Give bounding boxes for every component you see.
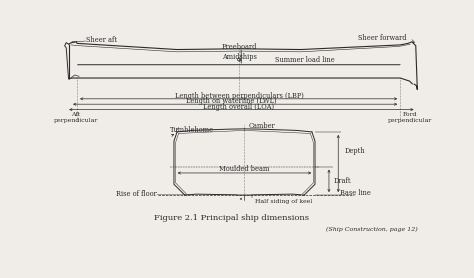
Text: Base line: Base line <box>340 189 371 197</box>
Text: Freeboard: Freeboard <box>221 43 257 51</box>
Text: Depth: Depth <box>345 147 365 155</box>
Text: Camber: Camber <box>248 122 275 130</box>
Text: (Ship Construction, page 12): (Ship Construction, page 12) <box>326 227 417 232</box>
Text: Aft
perpendicular: Aft perpendicular <box>54 112 98 123</box>
Text: Rise of floor: Rise of floor <box>116 190 157 198</box>
Text: Length between perpendiculars (LBP): Length between perpendiculars (LBP) <box>174 92 303 100</box>
Text: Tumblehome: Tumblehome <box>170 126 214 134</box>
Text: Amidships: Amidships <box>222 53 256 61</box>
Text: Summer load line: Summer load line <box>275 56 335 64</box>
Text: Sheer forward: Sheer forward <box>358 34 406 42</box>
Text: Length overall (LOA): Length overall (LOA) <box>203 103 274 111</box>
Text: Moulded beam: Moulded beam <box>219 165 270 173</box>
Text: Sheer aft: Sheer aft <box>86 36 117 44</box>
Text: Figure 2.1 Principal ship dimensions: Figure 2.1 Principal ship dimensions <box>154 214 309 222</box>
Text: Draft: Draft <box>334 177 351 185</box>
Text: Ford
perpendicular: Ford perpendicular <box>387 112 432 123</box>
Text: Length on waterline (LWL): Length on waterline (LWL) <box>186 97 277 105</box>
Text: Half siding of keel: Half siding of keel <box>255 200 313 205</box>
